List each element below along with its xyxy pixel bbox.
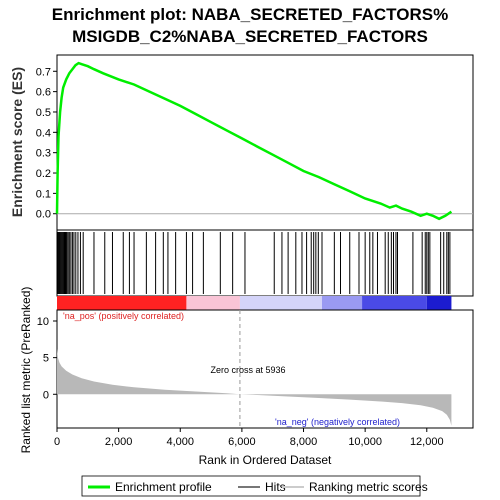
metric-axis: 0 5 10 — [37, 316, 57, 401]
chart-title-line1: Enrichment plot: NABA_SECRETED_FACTORS% — [52, 5, 448, 24]
x-tick-label: 12,000 — [410, 436, 444, 448]
es-axis-label: Enrichment score (ES) — [9, 67, 25, 217]
color-bar-segment — [362, 296, 427, 310]
es-tick-label: 0.4 — [36, 127, 51, 139]
color-bar-segment — [426, 296, 452, 310]
es-panel — [56, 54, 474, 231]
metric-tick-label: 0 — [43, 389, 49, 401]
hits-panel — [56, 229, 474, 297]
es-tick-label: 0.2 — [36, 168, 51, 180]
es-tick-label: 0.3 — [36, 148, 51, 160]
es-axis: 0.0 0.1 0.2 0.3 0.4 0.5 0.6 0.7 — [36, 66, 57, 221]
metric-axis-label: Ranked list metric (PreRanked) — [19, 287, 33, 454]
x-tick-label: 8,000 — [290, 436, 318, 448]
color-bar-segment — [239, 296, 323, 310]
color-bar-segment — [322, 296, 363, 310]
x-tick-label: 10,000 — [348, 436, 382, 448]
color-bar-segment — [186, 296, 240, 310]
enrichment-profile-line — [55, 61, 453, 221]
es-tick-label: 0.1 — [36, 188, 51, 200]
x-tick-label: 0 — [54, 436, 60, 448]
x-tick-label: 2,000 — [105, 436, 133, 448]
es-tick-label: 0.0 — [36, 209, 51, 221]
x-tick-label: 4,000 — [166, 436, 194, 448]
chart-title-line2: MSIGDB_C2%NABA_SECRETED_FACTORS — [72, 27, 428, 46]
color-bar-segment — [57, 296, 187, 310]
pos-correlated-label: 'na_pos' (positively correlated) — [63, 311, 184, 321]
metric-tick-label: 10 — [37, 316, 49, 328]
ranking-color-bar — [57, 296, 452, 310]
legend-label: Enrichment profile — [115, 480, 212, 494]
legend: Enrichment profile Hits Ranking metric sco… — [88, 480, 428, 494]
x-axis-label: Rank in Ordered Dataset — [199, 453, 332, 467]
es-tick-label: 0.6 — [36, 87, 51, 99]
x-tick-label: 6,000 — [228, 436, 256, 448]
zero-cross-label: Zero cross at 5936 — [210, 365, 285, 375]
neg-correlated-label: 'na_neg' (negatively correlated) — [275, 417, 400, 427]
legend-label: Ranking metric scores — [309, 480, 428, 494]
metric-panel — [56, 309, 474, 429]
legend-label: Hits — [265, 480, 286, 494]
es-tick-label: 0.5 — [36, 107, 51, 119]
es-tick-label: 0.7 — [36, 66, 51, 78]
x-axis: 0 2,000 4,000 6,000 8,000 10,000 12,000 — [54, 428, 444, 448]
hits-markers — [57, 232, 451, 294]
metric-tick-label: 5 — [43, 353, 49, 365]
